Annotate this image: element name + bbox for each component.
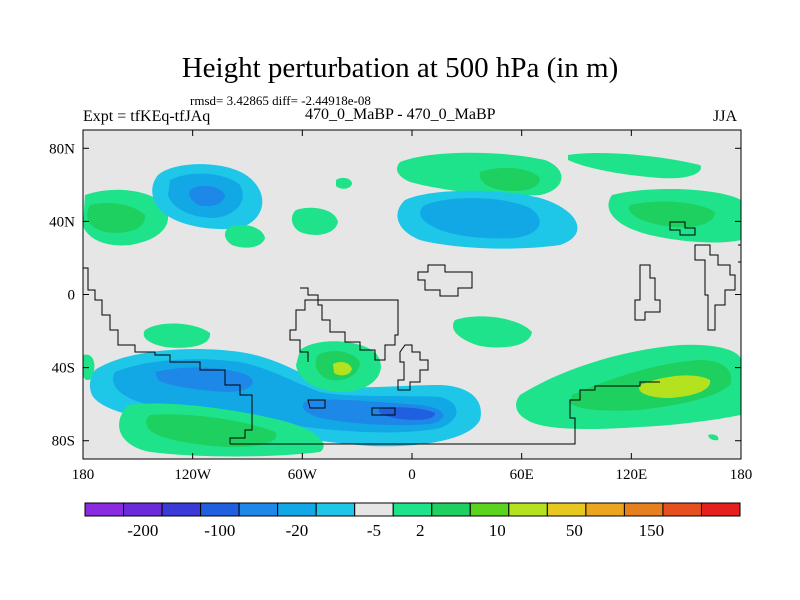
contour-region-indigo <box>378 407 435 420</box>
coastline-south-america <box>83 267 253 444</box>
colorbar-box <box>200 502 240 517</box>
contour-region-green <box>336 177 352 189</box>
colorbar-box <box>700 502 741 517</box>
x-tick-label: 120W <box>174 467 212 483</box>
contour-region-green <box>143 323 211 348</box>
contour-region-green <box>568 153 701 179</box>
stats-label: rmsd= 3.42865 diff= -2.44918e-08 <box>190 93 371 108</box>
contour-region-darkblue <box>189 185 225 207</box>
contour-fields <box>83 152 741 457</box>
colorbar-box <box>161 502 202 517</box>
x-tick-label: 60E <box>510 467 534 483</box>
colorbar-box <box>469 502 510 517</box>
contour-region-green <box>479 167 540 192</box>
colorbar-label: -20 <box>286 521 309 540</box>
x-tick-labels: 180 120W 60W 0 60E 120E 180 <box>72 467 753 483</box>
colorbar <box>84 502 741 517</box>
colorbar-labels: -200 -100 -20 -5 2 10 50 150 <box>127 521 664 540</box>
contour-region-green <box>224 225 265 248</box>
colorbar-box <box>662 502 702 517</box>
x-tick-label: 180 <box>72 467 95 483</box>
colorbar-box <box>431 502 471 517</box>
y-tick-labels: 80N 40N 0 40S 80S <box>49 141 75 449</box>
x-tick-label: 180 <box>730 467 753 483</box>
colorbar-box <box>238 502 279 517</box>
colorbar-box <box>354 502 394 517</box>
axis-ticks <box>82 130 742 459</box>
coastline-asia <box>634 264 661 321</box>
contour-region-green <box>708 434 719 441</box>
colorbar-box <box>84 502 125 517</box>
contour-region-blue <box>420 198 540 239</box>
y-tick-label: 0 <box>68 288 76 304</box>
contour-region-darkblue <box>155 367 253 392</box>
colorbar-label: 10 <box>489 521 506 540</box>
coastline-indian-ocean <box>397 344 429 391</box>
colorbar-box <box>392 502 433 517</box>
coastlines <box>83 221 741 445</box>
colorbar-box <box>546 502 587 517</box>
y-tick-label: 40N <box>49 214 75 230</box>
colorbar-box <box>508 502 548 517</box>
colorbar-label: -100 <box>204 521 235 540</box>
colorbar-label: 2 <box>416 521 425 540</box>
contour-region-green <box>452 316 532 348</box>
coastline-japan <box>669 221 696 236</box>
x-tick-label: 0 <box>408 467 416 483</box>
coastline-africa <box>289 287 399 362</box>
y-tick-label: 80N <box>49 141 75 157</box>
contour-region-yellow-green <box>333 361 352 376</box>
x-tick-label: 120E <box>615 467 647 483</box>
contour-region-green <box>146 414 277 448</box>
colorbar-label: 150 <box>639 521 665 540</box>
contour-region-green <box>291 207 338 235</box>
season-label: JJA <box>713 108 738 125</box>
experiment-label: Expt = tfKEq-tfJAq <box>83 108 211 125</box>
y-tick-label: 80S <box>52 434 75 450</box>
colorbar-label: -200 <box>127 521 158 540</box>
case-label: 470_0_MaBP - 470_0_MaBP <box>305 106 496 123</box>
coastline-north-africa <box>417 264 473 297</box>
x-tick-label: 60W <box>288 467 318 483</box>
colorbar-box <box>277 502 317 517</box>
colorbar-box <box>315 502 356 517</box>
colorbar-label: 50 <box>566 521 583 540</box>
coastline-south-islands <box>307 399 396 416</box>
contour-region-yellow-green <box>639 375 711 398</box>
y-tick-label: 40S <box>52 361 75 377</box>
chart-title: Height perturbation at 500 hPa (in m) <box>181 52 619 84</box>
coastline-pacific <box>694 244 736 331</box>
colorbar-box <box>623 502 664 517</box>
colorbar-box <box>123 502 163 517</box>
contour-region-green <box>629 201 715 228</box>
colorbar-box <box>585 502 625 517</box>
coastline-antarctica <box>230 381 660 445</box>
contour-region-green <box>87 203 146 233</box>
colorbar-label: -5 <box>367 521 381 540</box>
